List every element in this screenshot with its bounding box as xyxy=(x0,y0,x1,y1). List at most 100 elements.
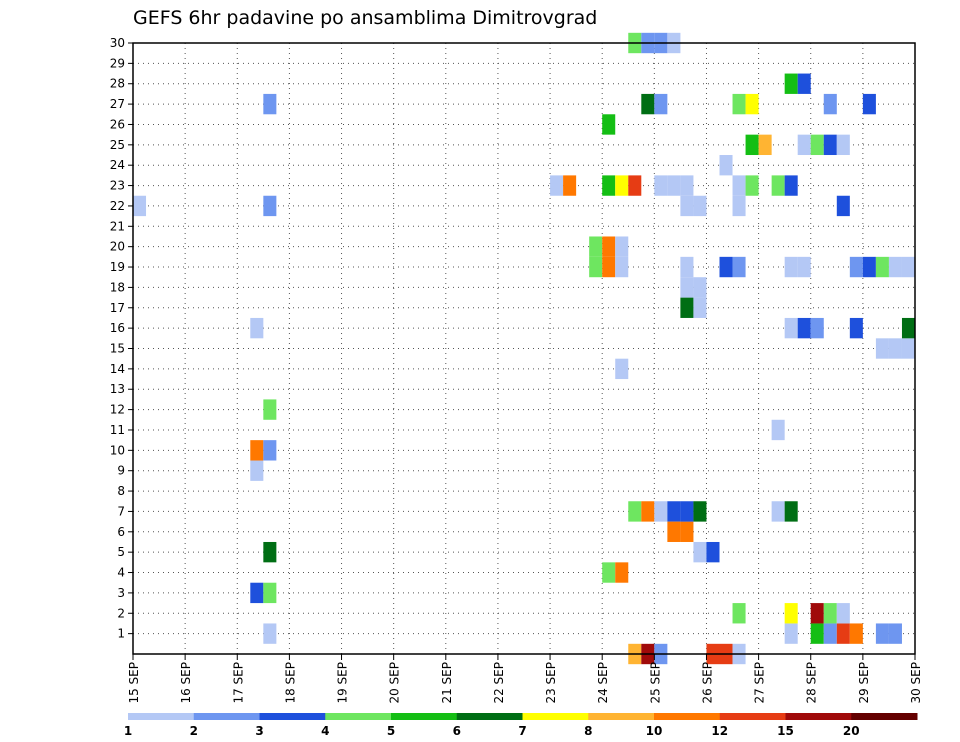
heatmap-cell xyxy=(693,277,707,298)
heatmap-cell xyxy=(693,195,707,217)
colorbar-label: 3 xyxy=(255,724,263,738)
colorbar-label: 4 xyxy=(321,724,329,738)
y-tick-label: 9 xyxy=(117,464,125,478)
colorbar-swatch xyxy=(851,713,918,720)
heatmap-cell xyxy=(680,501,694,522)
heatmap-cell xyxy=(550,175,564,196)
heatmap-cell xyxy=(862,256,876,278)
heatmap-cell xyxy=(823,134,837,156)
heatmap-cell xyxy=(615,358,629,380)
y-tick-label: 19 xyxy=(110,260,125,274)
heatmap-cell xyxy=(745,175,759,196)
x-tick-label: 16 SEP xyxy=(179,662,193,704)
heatmap-cell xyxy=(888,623,902,644)
y-tick-label: 3 xyxy=(117,586,125,600)
heatmap-cell xyxy=(263,195,277,217)
heatmap-cell xyxy=(771,501,785,522)
heatmap-cell xyxy=(706,541,720,563)
heatmap-cell xyxy=(784,603,798,624)
y-tick-label: 17 xyxy=(110,301,125,315)
x-tick-label: 21 SEP xyxy=(440,662,454,704)
colorbar-swatch xyxy=(522,713,589,720)
x-tick-label: 20 SEP xyxy=(388,662,402,704)
x-tick-label: 18 SEP xyxy=(283,662,297,704)
y-axis: 1234567891011121314151617181920212223242… xyxy=(110,36,133,641)
heatmap-cell xyxy=(797,73,811,94)
heatmap-cell xyxy=(615,562,629,583)
heatmap-cell xyxy=(133,195,147,217)
heatmap-cell xyxy=(784,73,798,94)
heatmap-cell xyxy=(602,562,616,583)
y-tick-label: 30 xyxy=(110,36,125,50)
heatmap-cell xyxy=(654,501,668,522)
y-tick-label: 16 xyxy=(110,321,125,335)
heatmap-cell xyxy=(849,256,863,278)
x-tick-label: 17 SEP xyxy=(231,662,245,704)
y-tick-label: 22 xyxy=(110,199,125,213)
heatmap-cell xyxy=(263,440,277,461)
colorbar-swatch xyxy=(325,713,392,720)
heatmap-cell xyxy=(263,541,277,563)
heatmap-cell xyxy=(563,175,577,196)
y-tick-label: 5 xyxy=(117,545,125,559)
x-tick-label: 27 SEP xyxy=(753,662,767,704)
heatmap-cell xyxy=(263,582,277,604)
x-tick-label: 29 SEP xyxy=(857,662,871,704)
y-tick-label: 8 xyxy=(117,484,125,498)
x-axis: 15 SEP 16 SEP 17 SEP 18 SEP 19 SEP 20 SEP 21 S… xyxy=(127,654,923,704)
heatmap-cell xyxy=(654,175,668,196)
heatmap-cell xyxy=(667,521,681,542)
y-tick-label: 27 xyxy=(110,97,125,111)
heatmap-cell xyxy=(758,134,772,156)
heatmap-cell xyxy=(836,623,850,644)
heatmap-cell xyxy=(732,175,746,196)
heatmap-cell xyxy=(680,195,694,217)
y-tick-label: 29 xyxy=(110,56,125,70)
heatmap-cell xyxy=(732,93,746,115)
heatmap-cell xyxy=(641,93,655,115)
colorbar-label: 5 xyxy=(387,724,395,738)
y-tick-label: 7 xyxy=(117,504,125,518)
heatmap-cell xyxy=(602,236,616,257)
heatmap-cell xyxy=(810,603,824,624)
heatmap-cell xyxy=(797,317,811,339)
x-tick-label: 24 SEP xyxy=(596,662,610,704)
heatmap-cell xyxy=(823,603,837,624)
heatmap-cell xyxy=(836,603,850,624)
heatmap-cell xyxy=(875,623,889,644)
y-tick-label: 4 xyxy=(117,566,125,580)
y-tick-label: 11 xyxy=(110,423,125,437)
y-tick-label: 23 xyxy=(110,179,125,193)
colorbar-swatch xyxy=(456,713,523,720)
heatmap-cell xyxy=(589,236,603,257)
heatmap-cell xyxy=(615,256,629,278)
x-tick-label: 22 SEP xyxy=(492,662,506,704)
colorbar-label: 1 xyxy=(124,724,132,738)
colorbar-label: 10 xyxy=(646,724,663,738)
heatmap-cell xyxy=(784,175,798,196)
heatmap-cell xyxy=(849,317,863,339)
heatmap-cell xyxy=(836,195,850,217)
x-tick-label: 15 SEP xyxy=(127,662,141,704)
y-tick-label: 13 xyxy=(110,382,125,396)
heatmap-cell xyxy=(693,501,707,522)
heatmap-cell xyxy=(263,93,277,115)
heatmap-cell xyxy=(823,93,837,115)
x-tick-label: 19 SEP xyxy=(336,662,350,704)
y-tick-label: 14 xyxy=(110,362,125,376)
heatmap-cell xyxy=(250,582,264,604)
heatmap-cell xyxy=(680,256,694,278)
heatmap-cell xyxy=(836,134,850,156)
heatmap-cell xyxy=(849,623,863,644)
heatmap-cell xyxy=(745,134,759,156)
colorbar-swatch xyxy=(719,713,786,720)
heatmap-cell xyxy=(771,175,785,196)
colorbar-label: 8 xyxy=(584,724,592,738)
heatmap-cell xyxy=(810,317,824,339)
x-tick-label: 28 SEP xyxy=(805,662,819,704)
heatmap-cell xyxy=(823,623,837,644)
colorbar-label: 2 xyxy=(190,724,198,738)
heatmap-cell xyxy=(589,256,603,278)
heatmap-cell xyxy=(250,460,264,481)
heatmap-cell xyxy=(680,277,694,298)
